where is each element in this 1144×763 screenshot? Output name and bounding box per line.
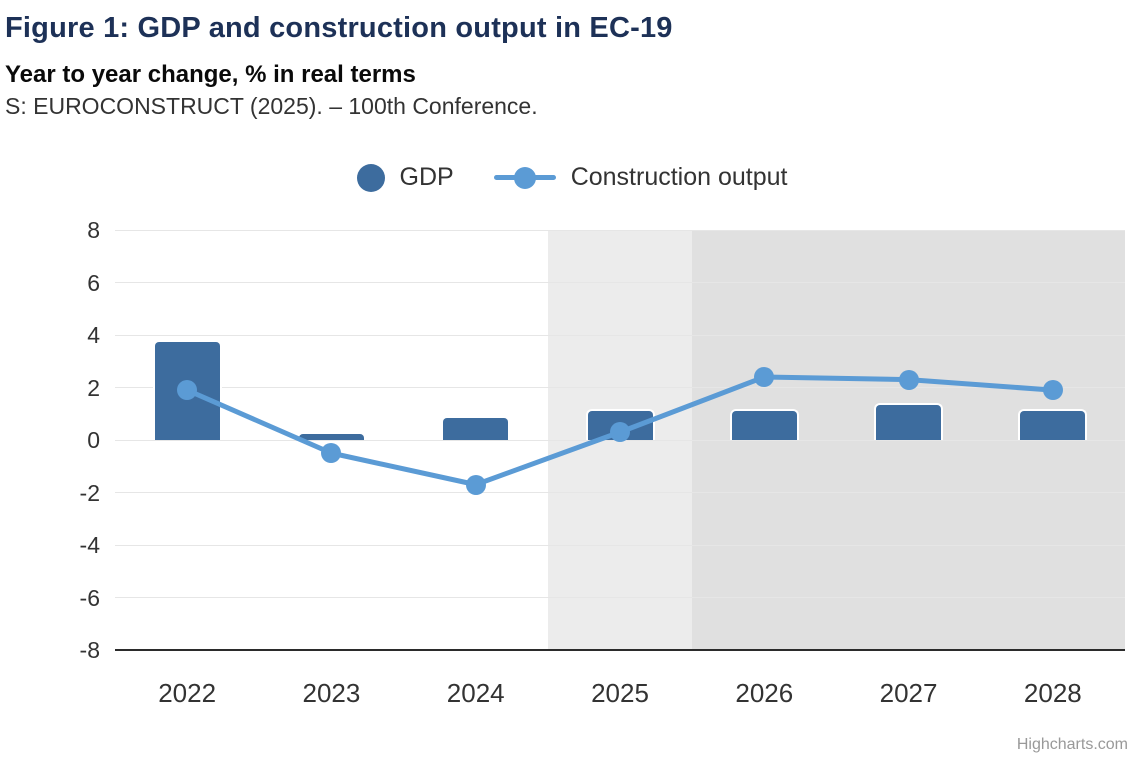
x-tick-label-2024: 2024 [446, 678, 505, 708]
construction-point-2026[interactable] [754, 367, 775, 387]
y-tick-label--4: -4 [79, 532, 100, 558]
gdp-bar-2026[interactable] [729, 408, 799, 440]
plot-area [115, 229, 1125, 650]
figure-subtitle: Year to year change, % in real terms [5, 61, 416, 88]
y-tick-label--6: -6 [79, 584, 100, 611]
x-tick-label-2025: 2025 [591, 678, 649, 708]
gdp-bar-2027[interactable] [874, 403, 944, 440]
gdp-bar-2028[interactable] [1018, 408, 1088, 440]
figure-title: Figure 1: GDP and construction output in… [5, 12, 673, 44]
construction-point-2023[interactable] [321, 443, 342, 464]
highcharts-credit[interactable]: Highcharts.com [1016, 736, 1128, 753]
gridline-y--6 [115, 597, 1125, 598]
gdp-bar-2024[interactable] [441, 416, 511, 440]
gridline-y--2 [115, 492, 1125, 493]
x-tick-label-2022: 2022 [158, 678, 217, 708]
legend-label-gdp: GDP [399, 163, 454, 191]
y-tick-label--8: -8 [79, 637, 100, 663]
y-tick-label--2: -2 [79, 479, 100, 506]
y-tick-label-6: 6 [87, 269, 100, 296]
construction-series-marker-icon [493, 166, 556, 189]
gridline-y-8 [115, 229, 1125, 231]
y-tick-label-0: 0 [87, 427, 100, 453]
x-tick-label-2026: 2026 [735, 678, 794, 708]
x-tick-label-2023: 2023 [302, 678, 361, 708]
x-axis-line [115, 649, 1125, 651]
figure-source: S: EUROCONSTRUCT (2025). – 100th Confere… [5, 93, 538, 119]
gridline-y-6 [115, 282, 1125, 283]
gridline-y-2 [115, 387, 1125, 388]
gridline-y-4 [115, 334, 1125, 336]
construction-point-2024[interactable] [465, 474, 486, 495]
gridline-y--4 [115, 544, 1125, 546]
y-tick-label-4: 4 [87, 322, 100, 348]
y-tick-label-2: 2 [87, 374, 100, 401]
construction-point-2025[interactable] [610, 422, 630, 443]
construction-series-dot-icon [513, 166, 536, 189]
legend-item-gdp[interactable]: GDP [356, 163, 454, 192]
legend-label-construction-output: Construction output [570, 163, 788, 191]
y-tick-label-8: 8 [87, 217, 100, 243]
construction-point-2028[interactable] [1042, 380, 1063, 401]
legend-item-construction-output[interactable]: Construction output [493, 163, 788, 192]
x-tick-label-2028: 2028 [1023, 678, 1082, 708]
construction-point-2022[interactable] [177, 380, 198, 401]
legend: GDP Construction output [0, 163, 1144, 192]
gdp-series-marker-icon [356, 163, 385, 192]
x-tick-label-2027: 2027 [879, 678, 938, 708]
construction-point-2027[interactable] [898, 369, 919, 390]
